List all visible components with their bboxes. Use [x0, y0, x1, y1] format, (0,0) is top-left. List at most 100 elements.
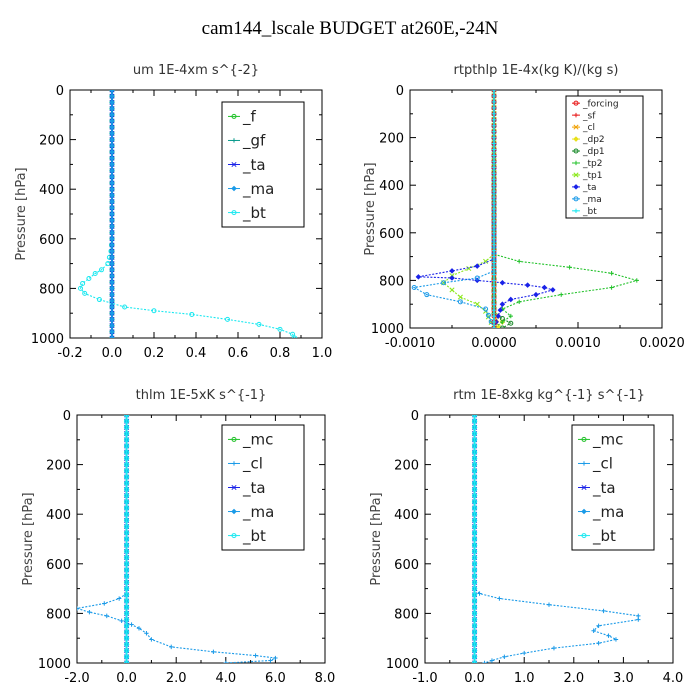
legend-label: _sf — [582, 111, 596, 121]
data-point — [472, 431, 478, 437]
data-point — [124, 474, 130, 480]
data-point — [524, 282, 531, 288]
y-tick-label: 400 — [46, 508, 71, 523]
page-title: cam144_lscale BUDGET at260E,-24N — [201, 18, 499, 39]
data-point — [109, 260, 115, 267]
data-point — [109, 118, 115, 124]
data-point — [124, 462, 130, 468]
legend-label: _mc — [592, 431, 623, 450]
data-point — [124, 548, 130, 554]
data-point — [482, 660, 487, 663]
data-point — [502, 654, 507, 659]
legend-marker — [231, 161, 237, 168]
data-point — [491, 296, 497, 301]
data-point — [109, 149, 115, 155]
legend-label: _cl — [582, 123, 595, 133]
y-tick-label: 0 — [56, 84, 64, 99]
data-point — [211, 649, 216, 655]
data-point — [472, 415, 478, 418]
data-point — [136, 626, 142, 631]
data-point — [533, 291, 539, 298]
y-tick-label: 400 — [379, 179, 404, 194]
legend-marker — [581, 436, 587, 442]
series-line — [474, 415, 639, 663]
data-point — [491, 260, 497, 265]
legend-item: _ta — [572, 183, 597, 193]
data-point — [472, 499, 478, 505]
data-point — [124, 648, 130, 654]
legend-item: _cl — [228, 455, 263, 474]
data-point — [472, 567, 478, 573]
legend-marker — [573, 136, 579, 142]
chart-title: um 1E-4xm s^{-2} — [133, 63, 259, 78]
data-point — [472, 610, 478, 616]
data-point — [124, 493, 130, 499]
legend-marker — [573, 160, 579, 166]
legend-marker — [231, 484, 237, 491]
legend: _mc _cl _ta _ma _bt — [221, 424, 305, 551]
data-point — [491, 99, 497, 105]
y-tick-label: 0 — [411, 409, 419, 424]
data-point — [491, 188, 497, 194]
data-point — [109, 143, 115, 149]
legend-marker — [573, 100, 579, 106]
data-point — [491, 171, 497, 176]
data-point — [472, 524, 478, 530]
data-point — [169, 644, 174, 650]
x-tick-label: 1.0 — [514, 671, 535, 686]
data-point — [596, 623, 601, 628]
data-point — [472, 418, 478, 424]
series-line — [442, 90, 495, 328]
data-point — [124, 486, 130, 492]
data-point — [636, 617, 641, 622]
data-point — [109, 205, 115, 211]
legend-item: _dp1 — [572, 147, 605, 157]
legend-label: _bt — [242, 204, 266, 223]
y-tick-label: 800 — [379, 274, 404, 289]
data-point — [491, 254, 497, 259]
data-point — [109, 322, 115, 329]
data-point — [124, 437, 130, 443]
y-tick-label: 200 — [379, 132, 404, 147]
data-point — [472, 555, 478, 561]
data-point — [109, 161, 115, 168]
x-tick-label: 0.4 — [186, 346, 207, 361]
data-point — [124, 555, 130, 561]
data-point — [109, 298, 115, 304]
data-point — [109, 217, 115, 223]
legend-item: _bt — [228, 204, 266, 223]
data-point — [124, 418, 130, 424]
x-tick-label: -2.0 — [64, 671, 89, 686]
data-point — [491, 159, 497, 164]
legend-label: _ma — [582, 195, 602, 205]
data-point — [124, 641, 130, 647]
x-tick-label: 8.0 — [315, 671, 336, 686]
data-point — [550, 287, 556, 293]
data-point — [109, 136, 115, 143]
data-point — [491, 325, 497, 328]
legend-marker — [581, 461, 587, 466]
legend-item: _ta — [578, 479, 616, 498]
y-tick-label: 1000 — [38, 657, 71, 672]
data-point — [124, 598, 130, 604]
data-point — [500, 319, 505, 325]
x-tick-label: 0.0010 — [555, 336, 601, 351]
data-point — [109, 174, 115, 180]
legend-item: _tp1 — [572, 171, 602, 181]
legend-label: _dp1 — [582, 147, 605, 157]
x-tick-label: 0.0 — [116, 671, 137, 686]
data-point — [491, 147, 497, 152]
data-point — [109, 316, 115, 323]
data-point — [109, 167, 115, 174]
data-point — [508, 320, 514, 326]
legend-marker — [573, 196, 579, 202]
x-tick-label: 0.0 — [102, 346, 123, 361]
data-point — [559, 292, 564, 297]
chart-rtm: rtm 1E-8xkg kg^{-1} s^{-1} Pressure [hPa]… — [369, 388, 683, 686]
data-point — [489, 658, 495, 663]
data-point — [491, 206, 497, 212]
data-point — [499, 301, 506, 307]
legend-label: _forcing — [582, 99, 619, 109]
data-point — [124, 660, 130, 663]
data-point — [483, 306, 489, 312]
